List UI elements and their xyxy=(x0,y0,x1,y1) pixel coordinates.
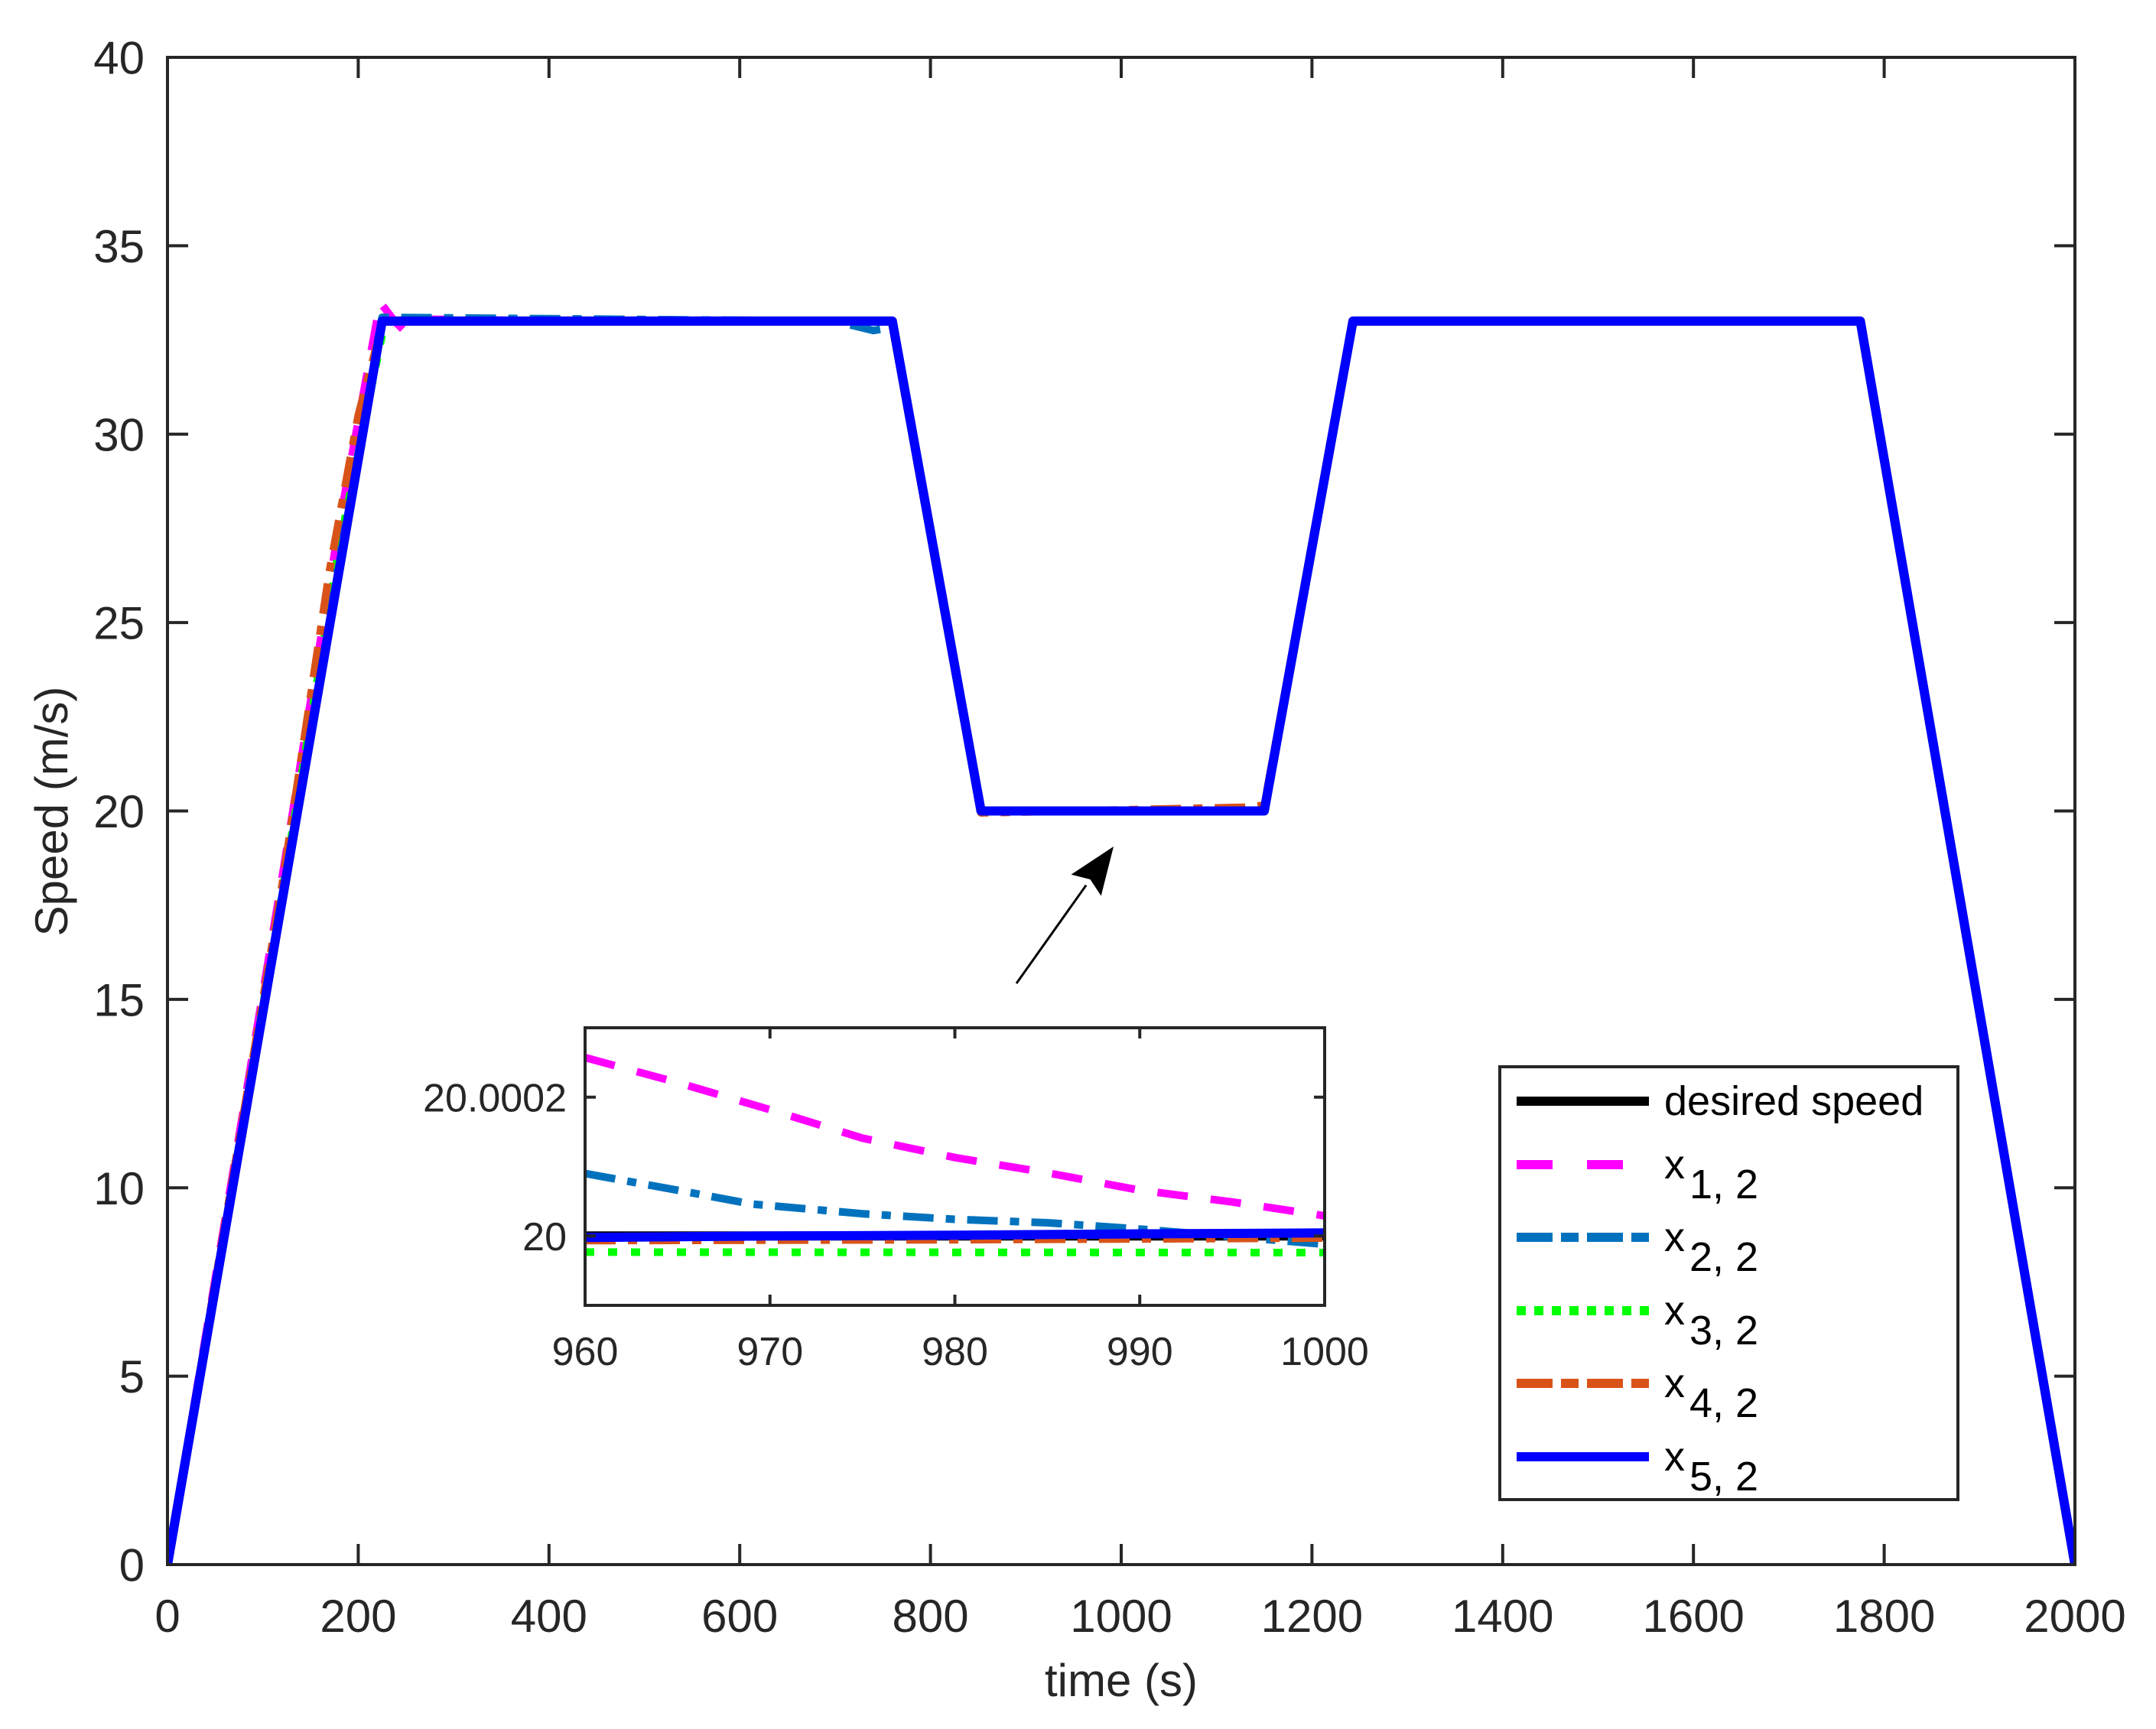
x-tick-label: 1600 xyxy=(1642,1591,1744,1642)
x-tick-label: 990 xyxy=(1107,1330,1173,1374)
x-tick-label: 1000 xyxy=(1070,1591,1172,1642)
x-tick-label: 1800 xyxy=(1833,1591,1935,1642)
y-tick-label: 20.0002 xyxy=(423,1076,567,1120)
y-tick-label: 40 xyxy=(93,33,145,84)
series-line-6 xyxy=(167,316,2075,1565)
legend: desired speed x 1, 2 x 2, 2 x 3, 2x 4, 2 x 5, 2 xyxy=(1498,1065,1959,1501)
x-tick-label: 1200 xyxy=(1261,1591,1363,1642)
y-tick-label: 30 xyxy=(93,409,145,460)
x-tick-label: 970 xyxy=(737,1330,803,1374)
y-tick-label: 20 xyxy=(522,1215,567,1259)
x-tick-label: 980 xyxy=(922,1330,988,1374)
inset-axes xyxy=(584,1026,1326,1307)
legend-entries: desired speed x 1, 2 x 2, 2 x 3, 2x 4, 2 x 5, 2 xyxy=(1517,1078,1923,1500)
legend-label-5: x 4, 2 xyxy=(1664,1360,1758,1426)
legend-label-1: desired speed xyxy=(1664,1078,1923,1124)
arrow-head-icon xyxy=(1071,847,1114,896)
x-tick-label: 600 xyxy=(701,1591,778,1642)
x-axis-label: time (s) xyxy=(1045,1655,1198,1706)
x-tick-label: 960 xyxy=(552,1330,619,1374)
y-tick-label: 15 xyxy=(93,974,145,1025)
main-plot-series xyxy=(167,298,2075,1565)
y-tick-label: 10 xyxy=(93,1163,145,1214)
series-line-4 xyxy=(585,1248,1325,1256)
main-tick-labels: 0 200 400 600 800 1000 1200 1400 1600 1800 2000 0 5 1… xyxy=(93,33,2125,1642)
y-tick-label: 5 xyxy=(119,1351,145,1402)
legend-label-3: x 2, 2 xyxy=(1664,1214,1758,1280)
series-line-3 xyxy=(585,1169,1325,1249)
legend-label-4: x 3, 2 xyxy=(1664,1288,1758,1354)
x-tick-label: 400 xyxy=(511,1591,587,1642)
y-axis-label: Speed (m/s) xyxy=(26,687,77,937)
series-line-2 xyxy=(585,1054,1325,1220)
x-tick-label: 0 xyxy=(154,1591,180,1642)
x-tick-label: 200 xyxy=(320,1591,396,1642)
inset-zoom-plot: 960 970 980 990 1000 20 20.0002 xyxy=(423,1026,1369,1374)
inset-series xyxy=(585,1054,1325,1256)
x-tick-label: 1400 xyxy=(1452,1591,1553,1642)
y-tick-label: 35 xyxy=(93,221,145,272)
arrow-shaft xyxy=(1015,884,1088,984)
x-tick-label: 2000 xyxy=(2024,1591,2125,1642)
x-tick-label: 1000 xyxy=(1280,1330,1369,1374)
y-tick-label: 20 xyxy=(93,786,145,837)
y-tick-label: 0 xyxy=(119,1540,145,1591)
legend-label-2: x 1, 2 xyxy=(1664,1142,1758,1207)
inset-tick-labels: 960 970 980 990 1000 20 20.0002 xyxy=(423,1076,1369,1374)
y-tick-label: 25 xyxy=(93,598,145,649)
main-axes xyxy=(166,56,2076,1566)
x-tick-label: 800 xyxy=(893,1591,969,1642)
legend-label-6: x 5, 2 xyxy=(1664,1434,1758,1500)
arrow-annotation xyxy=(1015,847,1114,984)
series-line-6 xyxy=(585,1228,1325,1243)
